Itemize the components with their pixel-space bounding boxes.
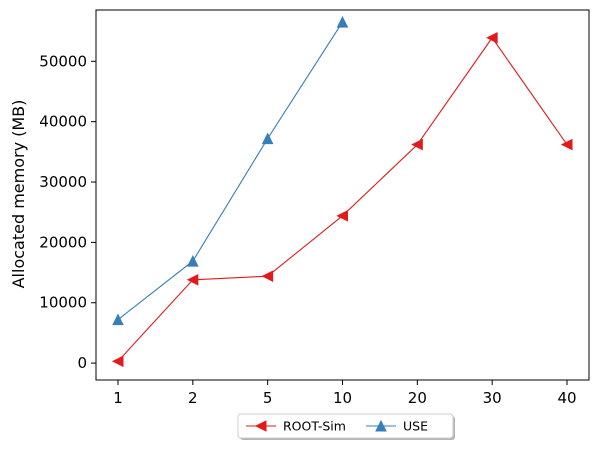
x-axis: 1 2 5 10 20 30 40 [113, 380, 577, 407]
y-tick-label: 0 [77, 354, 87, 372]
legend-box [237, 413, 454, 439]
data-point [111, 355, 124, 368]
series-line [117, 36, 568, 362]
x-tick-label: 2 [188, 389, 198, 407]
series-line [117, 21, 343, 321]
data-point [336, 15, 349, 28]
legend-label: USE [403, 419, 428, 434]
y-tick-label: 40000 [39, 113, 87, 131]
legend: ROOT-Sim USE [237, 413, 455, 440]
y-axis: 0 10000 20000 30000 40000 50000 [39, 52, 96, 372]
series-root-sim [111, 31, 573, 368]
data-point [336, 210, 348, 222]
x-tick-label: 1 [113, 389, 123, 407]
legend-label: ROOT-Sim [283, 419, 346, 434]
x-tick-label: 5 [263, 389, 273, 407]
data-point [186, 273, 199, 286]
y-tick-label: 50000 [39, 52, 87, 70]
plot-area [95, 9, 590, 381]
data-point [560, 138, 573, 151]
y-tick-label: 30000 [39, 173, 87, 191]
legend-marker [375, 419, 387, 432]
x-tick-label: 40 [557, 389, 576, 407]
plot-frame [95, 9, 590, 381]
series-use [112, 15, 349, 326]
legend-item: ROOT-Sim [246, 419, 346, 434]
data-point [187, 254, 199, 267]
y-tick-label: 10000 [39, 294, 87, 312]
x-tick-label: 20 [408, 389, 427, 407]
series-layer [111, 15, 573, 368]
data-point [486, 31, 498, 44]
data-point [411, 138, 423, 151]
data-point [112, 313, 124, 326]
legend-marker [254, 420, 267, 432]
data-point [261, 132, 274, 145]
x-tick-label: 10 [333, 389, 352, 407]
y-tick-label: 20000 [39, 233, 87, 251]
legend-item: USE [366, 419, 428, 434]
data-point [261, 270, 274, 282]
y-axis-label: Allocated memory (MB) [9, 100, 28, 289]
x-tick-label: 30 [483, 389, 502, 407]
